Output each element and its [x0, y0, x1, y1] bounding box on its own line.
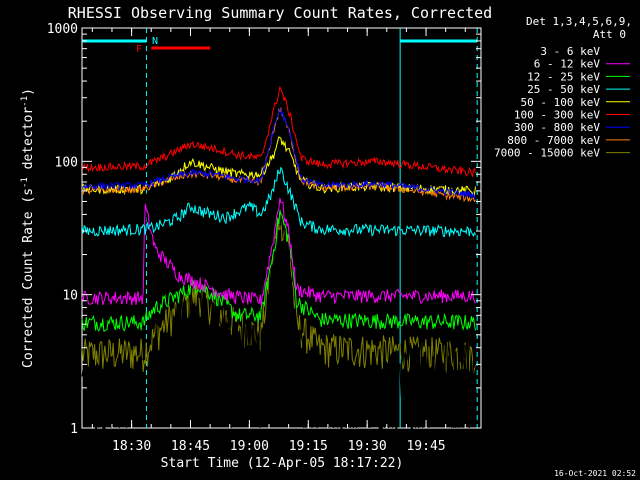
legend-label: 6 - 12 keV [534, 58, 601, 71]
legend-label: 7000 - 15000 keV [494, 147, 600, 160]
legend-label: 100 - 300 keV [514, 109, 600, 122]
x-tick-label: 19:00 [230, 439, 269, 454]
legend-label: 3 - 6 keV [540, 45, 600, 58]
y-axis-label-exp-1: -1 [20, 177, 30, 188]
x-axis: 18:30 18:45 19:00 19:15 19:30 19:45 [91, 28, 466, 454]
series-layer [81, 85, 476, 429]
x-tick-label: 19:15 [289, 439, 328, 454]
legend-label: 800 - 7000 keV [507, 134, 600, 147]
x-tick-label: 19:45 [406, 439, 445, 454]
x-tick-label: 19:30 [348, 439, 387, 454]
legend-label: 300 - 800 keV [514, 121, 600, 134]
y-tick-label: 1 [70, 422, 78, 437]
legend-label: 50 - 100 keV [521, 96, 601, 109]
timestamp: 16-Oct-2021 02:52 [554, 469, 636, 478]
y-axis-label-close: ) [21, 88, 36, 96]
legend-label: 25 - 50 keV [527, 83, 600, 96]
x-axis-label: Start Time (12-Apr-05 18:17:22) [161, 456, 404, 471]
series-line [81, 85, 476, 178]
series-line [81, 108, 476, 199]
y-axis: 1 10 100 1000 [47, 22, 481, 437]
y-tick-label: 1000 [47, 22, 78, 37]
flare-flag-label: F [136, 44, 142, 55]
series-line [81, 166, 476, 238]
y-axis-label: Corrected Count Rate (s-1 detector-1) [20, 88, 36, 368]
night-flag-label: N [152, 36, 158, 47]
series-line [82, 107, 476, 203]
y-axis-label-mid: detector [21, 107, 36, 178]
x-tick-label: 18:45 [171, 439, 210, 454]
y-axis-label-base: Corrected Count Rate (s [21, 188, 36, 368]
series-line [81, 210, 476, 332]
x-tick-label: 18:30 [112, 439, 151, 454]
y-tick-label: 100 [55, 155, 78, 170]
series-line [81, 197, 476, 307]
legend-label: 12 - 25 keV [527, 70, 600, 83]
chart-title: RHESSI Observing Summary Count Rates, Co… [68, 4, 492, 22]
y-tick-label: 10 [62, 289, 78, 304]
legend-title-line-2: Att 0 [593, 28, 626, 41]
legend-title-line-1: Det 1,3,4,5,6,9, [526, 15, 632, 28]
y-axis-label-exp-2: -1 [20, 96, 30, 107]
